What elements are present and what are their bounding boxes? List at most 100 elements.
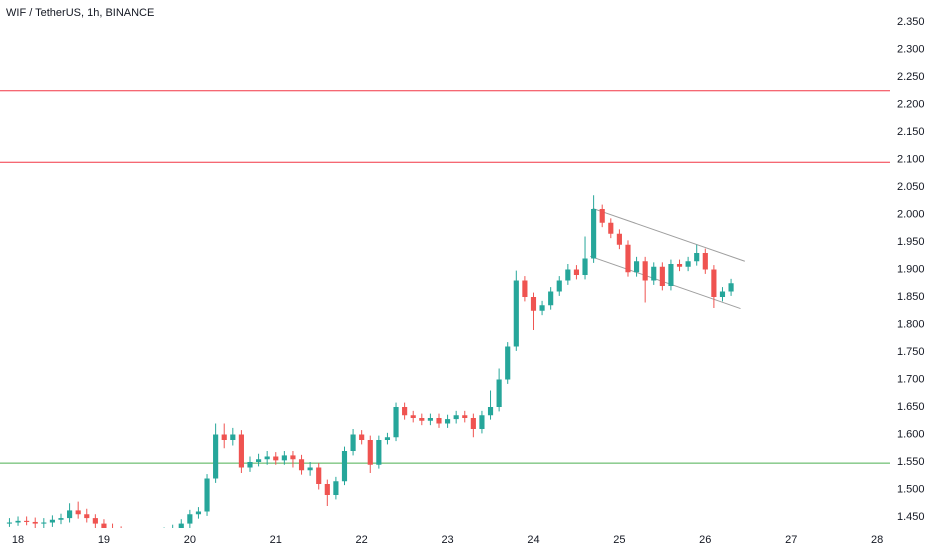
x-tick-label: 21	[270, 534, 282, 546]
candle-body	[273, 456, 279, 461]
candle-body	[668, 264, 674, 286]
y-tick-label: 1.700	[897, 373, 925, 385]
y-tick-label: 1.500	[897, 483, 925, 495]
y-tick-label: 2.150	[897, 126, 925, 138]
x-tick-label: 27	[785, 534, 797, 546]
candle-body	[376, 440, 382, 465]
candle-body	[281, 455, 287, 461]
candle-body	[462, 415, 468, 418]
candle-body	[162, 532, 167, 534]
candle-body	[694, 253, 700, 262]
chart-title: WIF / TetherUS, 1h, BINANCE	[6, 7, 154, 19]
candle-body	[256, 459, 262, 462]
x-tick-label: 19	[98, 534, 110, 546]
candle-body	[49, 519, 55, 523]
candle-body	[402, 407, 408, 416]
candle-body	[6, 522, 13, 524]
candle-body	[591, 209, 597, 259]
x-tick-label: 20	[184, 534, 196, 546]
x-tick-label: 23	[441, 534, 453, 546]
candle-body	[445, 419, 451, 424]
candle-body	[582, 258, 588, 275]
candle-body	[393, 407, 399, 438]
channel-line	[590, 255, 741, 310]
candle-body	[15, 520, 21, 523]
candle-body	[625, 244, 631, 273]
y-tick-label: 2.250	[897, 71, 925, 83]
candle-body	[453, 415, 459, 420]
candle-body	[238, 434, 244, 468]
candle-body	[84, 514, 90, 519]
candle-body	[350, 434, 356, 451]
candle-body	[651, 266, 657, 281]
candle-body	[702, 253, 708, 270]
candle-body	[127, 532, 132, 533]
candle-body	[204, 478, 210, 512]
candle-body	[479, 415, 485, 429]
y-tick-label: 1.550	[897, 456, 925, 468]
candle-body	[316, 467, 322, 484]
candle-body	[110, 528, 115, 531]
y-tick-label: 2.350	[897, 16, 925, 28]
candle-body	[427, 418, 433, 421]
candle-body	[676, 264, 683, 267]
candle-body	[548, 291, 554, 306]
candle-body	[92, 518, 98, 524]
y-tick-label: 1.900	[897, 263, 925, 275]
candle-body	[264, 456, 270, 460]
candle-body	[359, 434, 365, 440]
candle-body	[599, 209, 605, 223]
y-tick-label: 2.200	[897, 98, 925, 110]
candle-body	[685, 261, 691, 267]
candle-body	[333, 481, 339, 495]
candle-body	[307, 467, 313, 471]
x-tick-label: 26	[699, 534, 711, 546]
candle-body	[487, 407, 494, 416]
y-tick-label: 1.950	[897, 236, 925, 248]
candle-body	[230, 434, 236, 440]
candle-body	[119, 531, 124, 533]
x-tick-label: 22	[356, 534, 368, 546]
candle-body	[633, 261, 640, 273]
candle-body	[539, 305, 545, 311]
candle-body	[67, 510, 73, 519]
candle-body	[298, 459, 305, 471]
candle-body	[213, 434, 219, 479]
candle-body	[290, 455, 296, 460]
y-tick-label: 1.650	[897, 401, 925, 413]
candle-body	[556, 280, 562, 292]
candle-body	[101, 523, 107, 528]
candle-body	[170, 529, 175, 532]
x-tick-label: 18	[12, 534, 24, 546]
candle-body	[367, 440, 373, 465]
candle-body	[341, 451, 348, 482]
candle-body	[41, 522, 47, 524]
candle-body	[410, 415, 416, 418]
candle-body	[522, 280, 528, 297]
candle-body	[144, 533, 149, 535]
candle-body	[513, 280, 519, 347]
candle-body	[187, 514, 193, 524]
plot-area	[0, 90, 890, 535]
candle-body	[221, 434, 227, 440]
candle-body	[711, 269, 717, 297]
candle-body	[608, 222, 614, 234]
candle-body	[247, 462, 253, 468]
candle-body	[505, 346, 511, 380]
y-tick-label: 1.800	[897, 318, 925, 330]
candle-body	[58, 518, 64, 520]
y-tick-label: 2.000	[897, 208, 925, 220]
candle-body	[195, 511, 202, 515]
candle-body	[384, 437, 391, 440]
candle-body	[24, 520, 30, 522]
candle-body	[178, 523, 184, 528]
y-tick-label: 1.750	[897, 346, 925, 358]
candle-body	[436, 418, 442, 424]
candle-body	[530, 297, 537, 311]
candle-body	[496, 379, 502, 407]
candle-body	[719, 291, 726, 297]
candle-body	[470, 418, 476, 429]
candle-body	[324, 484, 330, 495]
channel-line	[592, 207, 745, 262]
